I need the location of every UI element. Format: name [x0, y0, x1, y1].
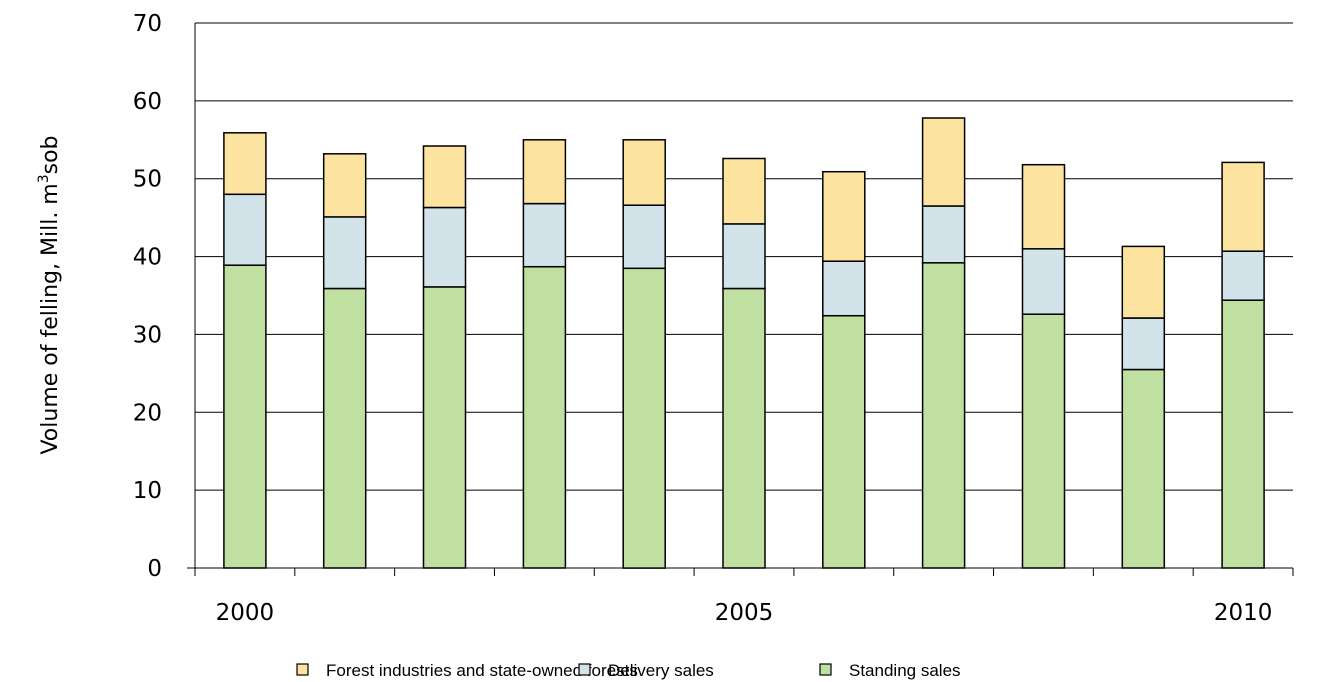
y-axis-label-main: Volume of felling, Mill. m	[38, 183, 63, 454]
bar-segment	[1221, 161, 1265, 252]
bar-segment	[422, 145, 467, 209]
y-tick-label: 20	[133, 400, 162, 426]
axes	[187, 23, 1294, 576]
bar-segment	[522, 202, 567, 268]
y-tick-label: 40	[133, 245, 162, 271]
y-tick-label: 0	[147, 556, 162, 582]
bar-segment	[322, 153, 367, 218]
bar-segment	[722, 223, 766, 290]
y-tick-label: 50	[133, 167, 162, 193]
bar-segment	[1021, 248, 1066, 315]
bar-segment	[822, 314, 866, 569]
y-axis-label-unit: sob	[38, 135, 63, 174]
bar-segment	[422, 286, 467, 569]
bar-segment	[223, 264, 267, 569]
y-tick-labels: 0 10 20 30 40 50 60 70	[133, 11, 162, 582]
x-tick-label: 2010	[1214, 600, 1273, 626]
bar-segment	[921, 205, 966, 264]
bar-segment	[1121, 317, 1166, 371]
y-axis-label-superscript: 3	[36, 174, 52, 183]
bar-segment	[1221, 299, 1265, 569]
legend-label: Delivery sales	[608, 661, 714, 680]
bar-segment	[1121, 368, 1166, 569]
bars	[223, 117, 1265, 569]
bar-segment	[1021, 313, 1066, 569]
bar-segment	[722, 157, 766, 225]
y-tick-label: 10	[133, 478, 162, 504]
legend-label: Forest industries and state-owned forest…	[326, 661, 638, 680]
bar-segment	[921, 117, 966, 207]
bar-segment	[622, 204, 666, 270]
y-axis-label: Volume of felling, Mill. m3sob	[36, 135, 63, 454]
legend-swatch	[819, 663, 832, 676]
bar-segment	[1221, 250, 1265, 301]
bar-segment	[322, 287, 367, 569]
bar-segment	[921, 262, 966, 569]
legend-swatch	[296, 663, 309, 676]
bar-segment	[1121, 245, 1166, 319]
bar-segment	[1021, 163, 1066, 250]
bar-segment	[622, 267, 666, 569]
y-tick-label: 60	[133, 89, 162, 115]
bar-segment	[223, 193, 267, 266]
bar-segment	[722, 287, 766, 569]
x-tick-label: 2005	[715, 600, 774, 626]
bar-segment	[422, 206, 467, 288]
x-tick-labels: 2000 2005 2010	[216, 600, 1273, 626]
bar-segment	[822, 170, 866, 262]
bar-segment	[822, 260, 866, 317]
legend: Forest industries and state-owned forest…	[296, 661, 961, 680]
legend-label: Standing sales	[849, 661, 961, 680]
y-tick-label: 30	[133, 322, 162, 348]
bar-segment	[522, 265, 567, 569]
x-tick-label: 2000	[216, 600, 275, 626]
bar-segment	[522, 139, 567, 205]
bar-segment	[622, 139, 666, 206]
bar-segment	[322, 216, 367, 290]
legend-swatch	[578, 663, 591, 676]
y-tick-label: 70	[133, 11, 162, 37]
bar-segment	[223, 132, 267, 196]
